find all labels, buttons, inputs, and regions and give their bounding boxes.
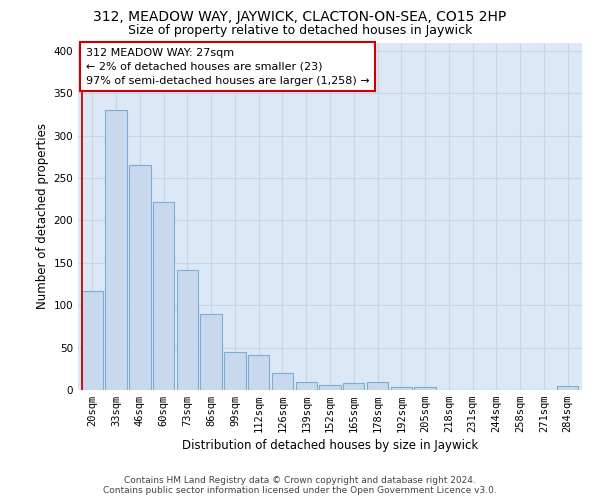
Bar: [415, 386, 436, 390]
Bar: [343, 383, 364, 390]
Text: Contains HM Land Registry data © Crown copyright and database right 2024.: Contains HM Land Registry data © Crown c…: [124, 476, 476, 485]
Bar: [272, 373, 293, 390]
Bar: [129, 166, 151, 390]
Bar: [367, 382, 388, 390]
Bar: [200, 314, 222, 390]
Y-axis label: Number of detached properties: Number of detached properties: [36, 123, 49, 309]
Bar: [176, 270, 198, 390]
Text: Size of property relative to detached houses in Jaywick: Size of property relative to detached ho…: [128, 24, 472, 37]
Bar: [106, 110, 127, 390]
Bar: [153, 202, 174, 390]
Text: Contains public sector information licensed under the Open Government Licence v3: Contains public sector information licen…: [103, 486, 497, 495]
Bar: [319, 385, 341, 390]
Bar: [557, 386, 578, 390]
X-axis label: Distribution of detached houses by size in Jaywick: Distribution of detached houses by size …: [182, 440, 478, 452]
Bar: [224, 352, 245, 390]
Bar: [82, 291, 103, 390]
Text: 312, MEADOW WAY, JAYWICK, CLACTON-ON-SEA, CO15 2HP: 312, MEADOW WAY, JAYWICK, CLACTON-ON-SEA…: [94, 10, 506, 24]
Bar: [248, 355, 269, 390]
Bar: [391, 386, 412, 390]
Text: 312 MEADOW WAY: 27sqm
← 2% of detached houses are smaller (23)
97% of semi-detac: 312 MEADOW WAY: 27sqm ← 2% of detached h…: [86, 48, 369, 86]
Bar: [296, 382, 317, 390]
